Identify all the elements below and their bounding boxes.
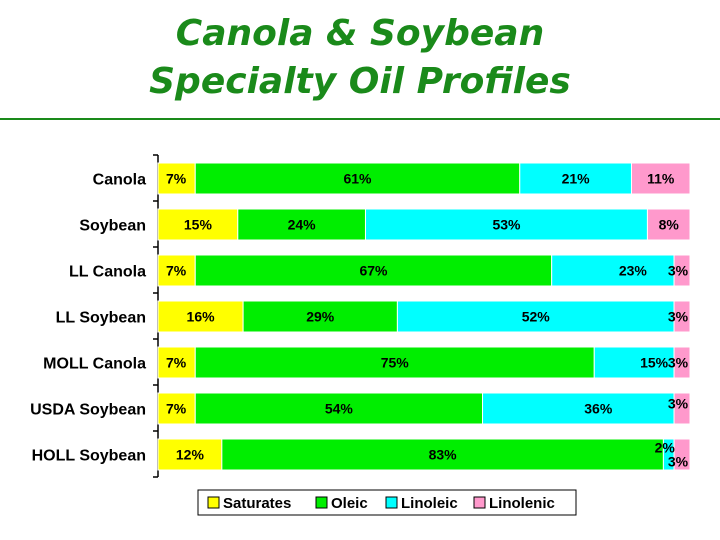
data-label-canola-saturates: 7% bbox=[166, 171, 187, 187]
bar-usda-soybean-oleic bbox=[194, 392, 484, 425]
bar-canola-linolenic bbox=[630, 162, 691, 195]
data-label-soybean-linolenic: 8% bbox=[659, 217, 680, 233]
data-label-moll-canola-saturates: 7% bbox=[166, 355, 187, 371]
data-label-soybean-saturates: 15% bbox=[184, 217, 213, 233]
bar-ll-soybean-oleic bbox=[242, 300, 398, 333]
data-label-moll-canola-oleic: 75% bbox=[381, 355, 410, 371]
legend-swatch-linoleic bbox=[385, 496, 398, 509]
data-label-holl-soybean-linoleic: 2% bbox=[655, 440, 676, 456]
legend-swatch-oleic bbox=[315, 496, 328, 509]
data-label-canola-oleic: 61% bbox=[343, 171, 372, 187]
data-label-soybean-linoleic: 53% bbox=[492, 217, 521, 233]
data-label-canola-linoleic: 21% bbox=[562, 171, 591, 187]
legend-swatch-linolenic bbox=[473, 496, 486, 509]
bar-holl-soybean-linolenic bbox=[673, 438, 691, 471]
data-label-ll-soybean-linolenic: 3% bbox=[668, 309, 689, 325]
data-label-moll-canola-linoleic: 15% bbox=[640, 355, 669, 371]
legend-swatch-saturates bbox=[207, 496, 220, 509]
bar-canola-oleic bbox=[194, 162, 521, 195]
legend-label-linoleic: Linoleic bbox=[401, 495, 458, 512]
bar-soybean-linoleic bbox=[364, 208, 648, 241]
bar-ll-soybean-saturates bbox=[157, 300, 244, 333]
data-label-ll-canola-linolenic: 3% bbox=[668, 263, 689, 279]
bar-soybean-saturates bbox=[157, 208, 239, 241]
data-label-holl-soybean-saturates: 12% bbox=[176, 447, 205, 463]
bar-holl-soybean-saturates bbox=[157, 438, 223, 471]
data-label-moll-canola-linolenic: 3% bbox=[668, 355, 689, 371]
data-label-ll-canola-linoleic: 23% bbox=[619, 263, 648, 279]
category-label-soybean: Soybean bbox=[79, 218, 146, 235]
bar-soybean-oleic bbox=[237, 208, 366, 241]
bar-ll-canola-linoleic bbox=[551, 254, 675, 287]
bar-usda-soybean-linoleic bbox=[482, 392, 675, 425]
bar-ll-canola-linolenic bbox=[673, 254, 691, 287]
data-label-usda-soybean-saturates: 7% bbox=[166, 401, 187, 417]
data-label-usda-soybean-oleic: 54% bbox=[325, 401, 354, 417]
data-label-ll-canola-oleic: 67% bbox=[359, 263, 388, 279]
bar-moll-canola-oleic bbox=[194, 346, 595, 379]
data-label-soybean-oleic: 24% bbox=[288, 217, 317, 233]
data-label-holl-soybean-oleic: 83% bbox=[429, 447, 458, 463]
bar-holl-soybean-oleic bbox=[221, 438, 664, 471]
bar-moll-canola-saturates bbox=[157, 346, 196, 379]
legend-box bbox=[197, 489, 577, 516]
bar-ll-soybean-linoleic bbox=[396, 300, 675, 333]
data-label-canola-linolenic: 11% bbox=[647, 171, 675, 187]
data-label-usda-soybean-linoleic: 36% bbox=[584, 401, 613, 417]
category-label-ll-soybean: LL Soybean bbox=[56, 310, 146, 327]
data-label-ll-soybean-saturates: 16% bbox=[187, 309, 216, 325]
bar-usda-soybean-saturates bbox=[157, 392, 196, 425]
page-title-line2: Specialty Oil Profiles bbox=[149, 61, 571, 102]
page-title-line1: Canola & Soybean bbox=[175, 13, 545, 54]
category-label-usda-soybean: USDA Soybean bbox=[30, 402, 146, 419]
data-label-holl-soybean-linolenic: 3% bbox=[668, 454, 689, 470]
bar-ll-canola-oleic bbox=[194, 254, 553, 287]
legend-label-oleic: Oleic bbox=[331, 495, 368, 512]
data-label-usda-soybean-linolenic: 3% bbox=[668, 396, 689, 412]
bar-canola-linoleic bbox=[519, 162, 632, 195]
category-label-canola: Canola bbox=[93, 172, 146, 189]
bar-usda-soybean-linolenic bbox=[673, 392, 691, 425]
data-label-ll-canola-saturates: 7% bbox=[166, 263, 187, 279]
category-label-ll-canola: LL Canola bbox=[69, 264, 146, 281]
bar-ll-canola-saturates bbox=[157, 254, 196, 287]
legend-label-saturates: Saturates bbox=[223, 495, 291, 512]
stacked-bar-chart: Canola Soybean LL Canola LL Soybean MOLL Can… bbox=[30, 154, 691, 516]
legend-label-linolenic: Linolenic bbox=[489, 495, 555, 512]
category-label-holl-soybean: HOLL Soybean bbox=[32, 448, 146, 465]
category-label-moll-canola: MOLL Canola bbox=[43, 356, 146, 373]
bar-soybean-linolenic bbox=[646, 208, 691, 241]
bar-ll-soybean-linolenic bbox=[673, 300, 691, 333]
data-label-ll-soybean-oleic: 29% bbox=[306, 309, 335, 325]
title-divider bbox=[0, 118, 720, 120]
bar-moll-canola-linolenic bbox=[673, 346, 691, 379]
data-label-ll-soybean-linoleic: 52% bbox=[522, 309, 551, 325]
